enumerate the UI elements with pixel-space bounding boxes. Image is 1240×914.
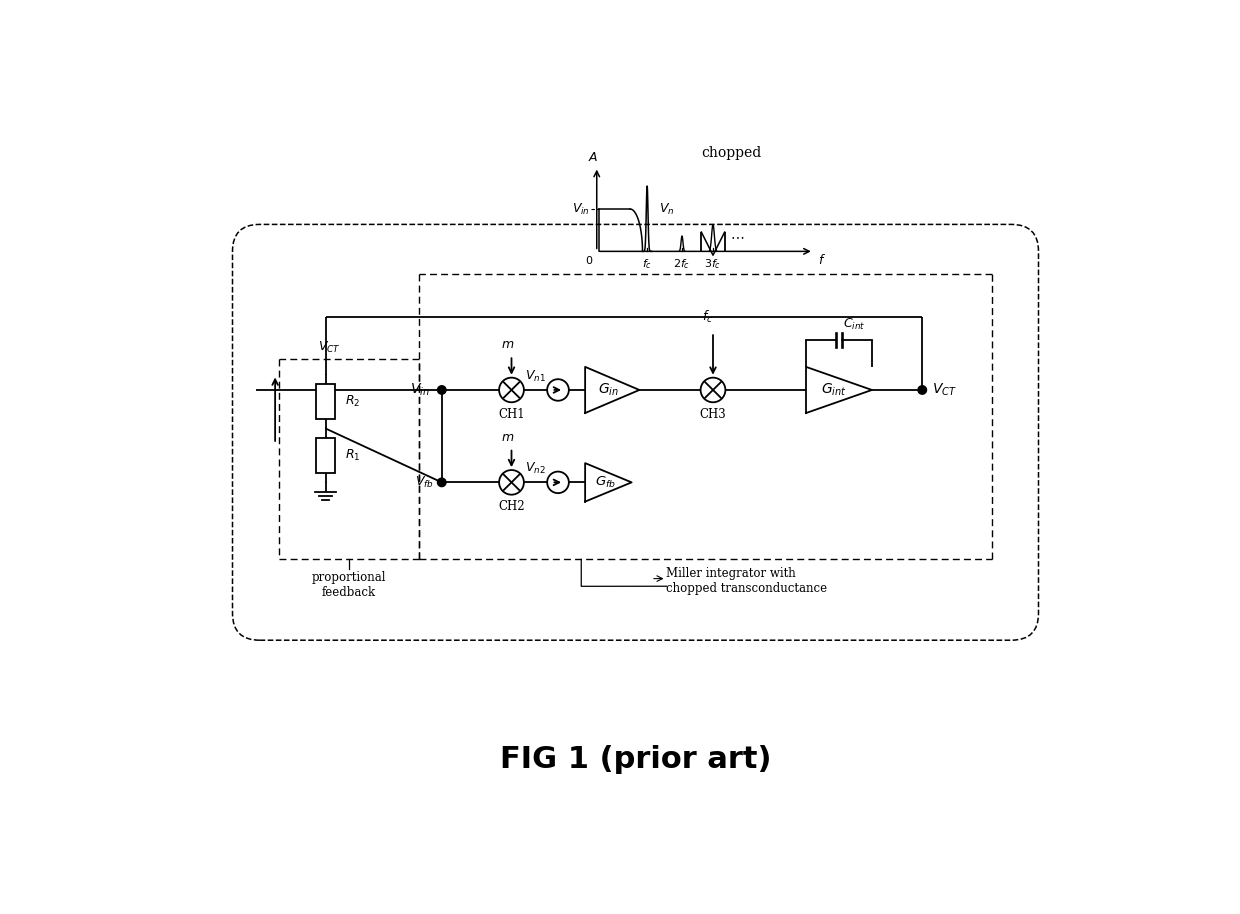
Circle shape (438, 386, 446, 394)
Text: $f_c$: $f_c$ (642, 257, 652, 271)
Text: chopped: chopped (701, 146, 761, 161)
Text: $V_n$: $V_n$ (658, 201, 675, 217)
Text: $3f_c$: $3f_c$ (704, 257, 722, 271)
Text: $V_{CT}$: $V_{CT}$ (319, 340, 341, 356)
Text: Miller integrator with
chopped transconductance: Miller integrator with chopped transcond… (667, 567, 827, 595)
Text: $f$: $f$ (817, 253, 826, 267)
Text: $V_{n2}$: $V_{n2}$ (526, 461, 546, 476)
Text: proportional
feedback: proportional feedback (311, 571, 386, 599)
Bar (316, 438, 335, 473)
Text: $2f_c$: $2f_c$ (673, 257, 691, 271)
Text: $A$: $A$ (589, 152, 599, 165)
Text: $m$: $m$ (501, 430, 515, 444)
Text: $m$: $m$ (501, 338, 515, 352)
Text: CH3: CH3 (699, 408, 727, 420)
Text: $V_{n1}$: $V_{n1}$ (525, 368, 546, 384)
Text: $G_{in}$: $G_{in}$ (598, 382, 619, 399)
Circle shape (438, 478, 446, 486)
Circle shape (918, 386, 926, 394)
Bar (316, 384, 335, 419)
Text: $V_{fb}$: $V_{fb}$ (415, 474, 434, 490)
Text: $G_{fb}$: $G_{fb}$ (595, 474, 615, 490)
Circle shape (547, 379, 569, 400)
Text: $V_{in}$: $V_{in}$ (572, 201, 590, 217)
Text: $G_{int}$: $G_{int}$ (821, 382, 847, 399)
Text: $V_{CT}$: $V_{CT}$ (931, 382, 956, 399)
Text: $\cdots$: $\cdots$ (730, 229, 744, 243)
Circle shape (498, 470, 523, 494)
Text: CH1: CH1 (498, 408, 525, 420)
Text: CH2: CH2 (498, 500, 525, 513)
Circle shape (701, 377, 725, 402)
Circle shape (547, 472, 569, 494)
Text: $V_{in}$: $V_{in}$ (410, 382, 430, 399)
Circle shape (498, 377, 523, 402)
Text: $f_c$: $f_c$ (702, 308, 713, 324)
Text: $C_{int}$: $C_{int}$ (843, 317, 866, 332)
Text: $0$: $0$ (585, 254, 594, 266)
Text: $R_2$: $R_2$ (345, 394, 360, 409)
Text: $R_1$: $R_1$ (345, 448, 361, 463)
Text: FIG 1 (prior art): FIG 1 (prior art) (500, 745, 771, 774)
